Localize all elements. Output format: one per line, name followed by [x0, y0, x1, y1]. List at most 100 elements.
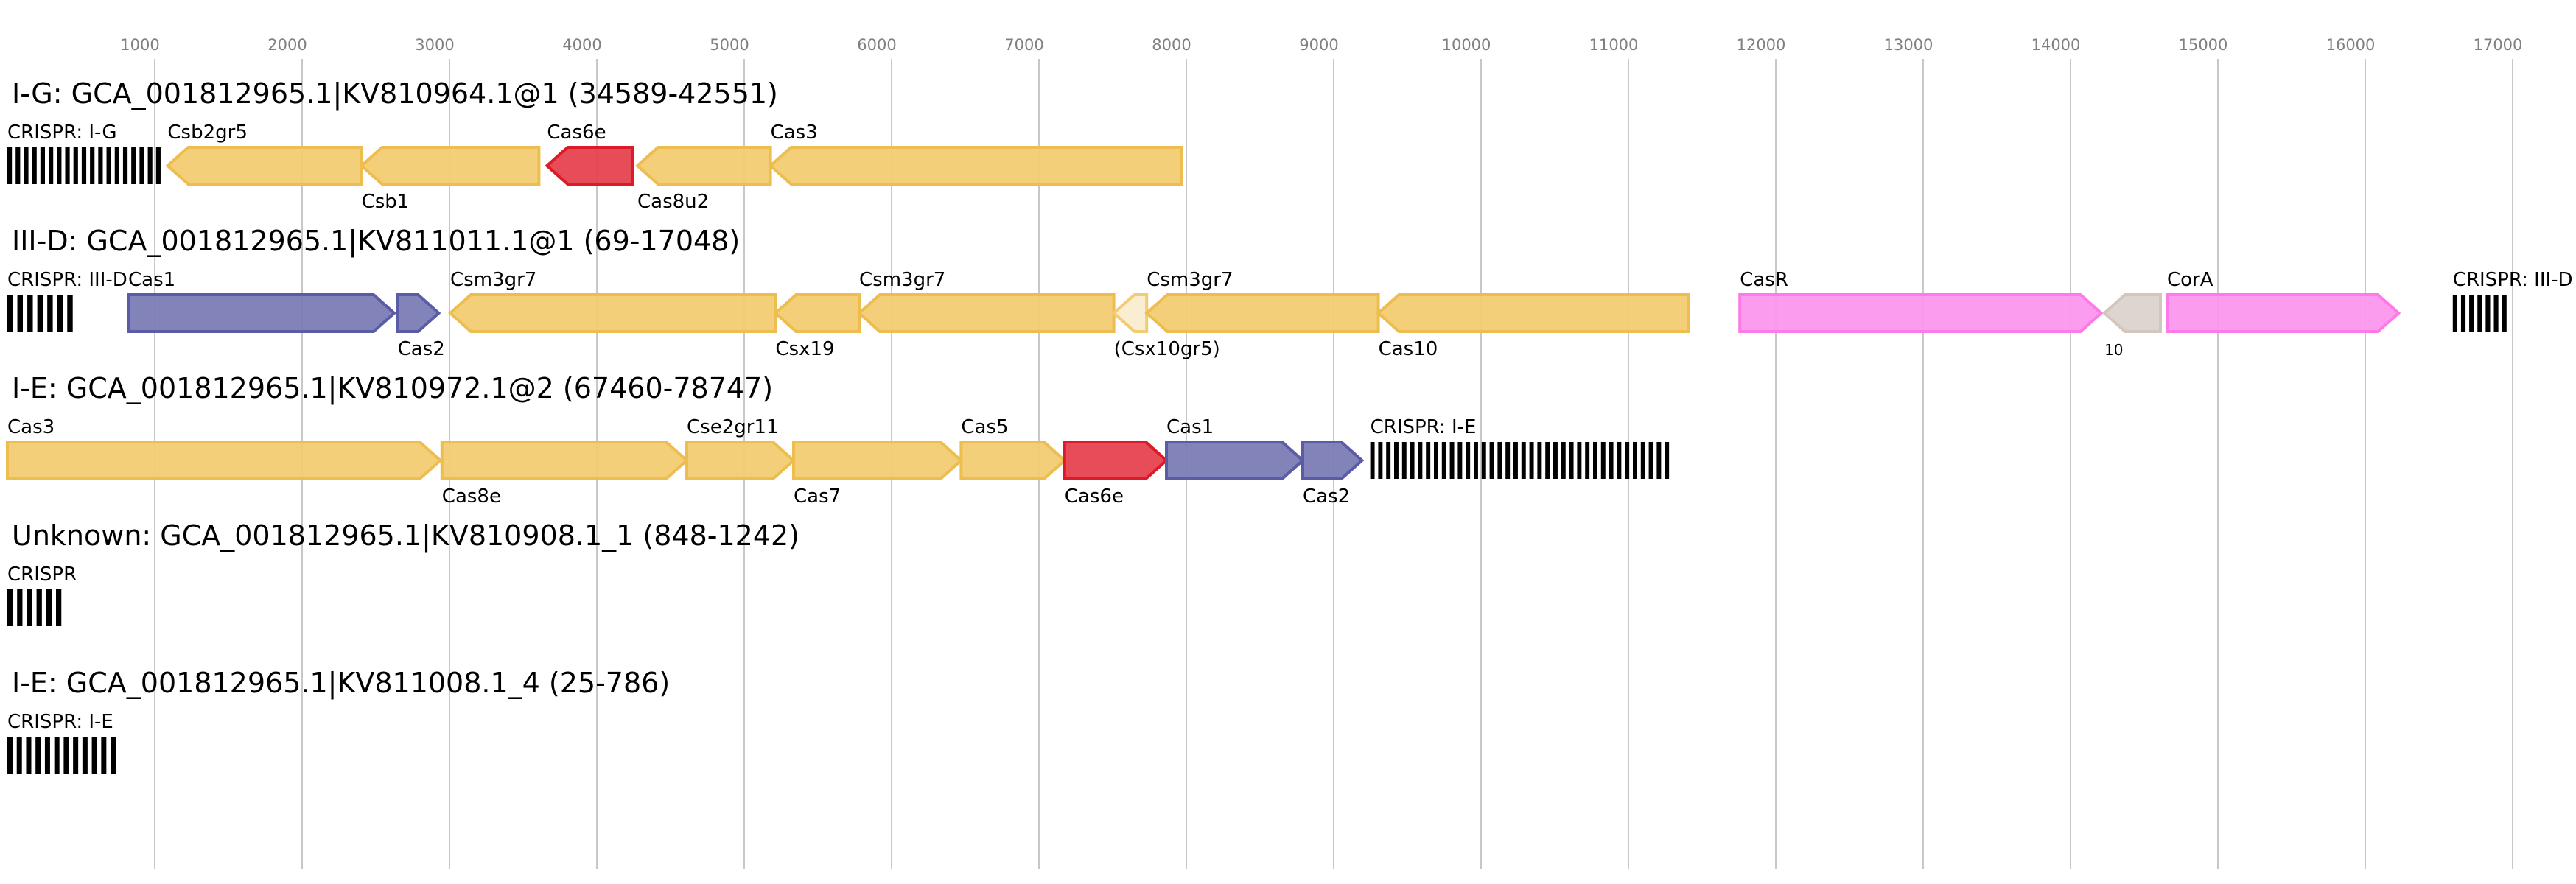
gene-arrow[interactable]: [6, 441, 443, 480]
gene-arrow[interactable]: [792, 441, 964, 480]
crispr-repeat: [32, 147, 37, 184]
crispr-repeat: [1577, 442, 1582, 479]
gene-label: Cas6e: [547, 122, 606, 144]
crispr-repeat: [40, 147, 46, 184]
axis-tick-label: 13000: [1884, 36, 1933, 54]
crispr-repeat: [2460, 295, 2466, 332]
axis-tick-label: 3000: [415, 36, 454, 54]
crispr-repeat: [147, 147, 153, 184]
crispr-repeat: [1378, 442, 1383, 479]
gene-label: CRISPR: [7, 564, 77, 586]
crispr-repeat: [1521, 442, 1526, 479]
axis-tick-label: 17000: [2474, 36, 2523, 54]
crispr-repeat: [1545, 442, 1550, 479]
axis-tick-label: 4000: [562, 36, 601, 54]
gene-arrow[interactable]: [165, 146, 363, 186]
gene-arrow[interactable]: [768, 146, 1183, 186]
crispr-repeat: [7, 295, 13, 332]
crispr-repeat: [73, 737, 79, 774]
crispr-repeat: [81, 147, 87, 184]
gene-arrow[interactable]: [545, 146, 634, 186]
gene-arrow[interactable]: [447, 293, 777, 333]
gene-label: CRISPR: I-E: [7, 711, 113, 733]
gene-label: Cas6e: [1065, 485, 1124, 508]
crispr-repeat: [7, 589, 13, 626]
crispr-repeat: [1497, 442, 1502, 479]
crispr-repeat: [1386, 442, 1391, 479]
gene-arrow[interactable]: [685, 441, 797, 480]
crispr-repeat: [122, 147, 128, 184]
gene-arrow[interactable]: [440, 441, 690, 480]
gene-arrow[interactable]: [773, 293, 861, 333]
crispr-repeat: [1426, 442, 1431, 479]
locus-row: I-G: GCA_001812965.1|KV810964.1@1 (34589…: [7, 77, 1183, 213]
gene-label: Cas1: [1166, 416, 1214, 438]
axis-tick-label: 12000: [1737, 36, 1786, 54]
locus-row: I-E: GCA_001812965.1|KV810972.1@2 (67460…: [6, 372, 1670, 508]
gene-arrow[interactable]: [1738, 293, 2104, 333]
gene-arrow[interactable]: [856, 293, 1116, 333]
crispr-repeat: [1401, 442, 1407, 479]
gene-arrow[interactable]: [1165, 441, 1306, 480]
crispr-repeat: [2477, 295, 2482, 332]
crispr-repeat: [1466, 442, 1471, 479]
crispr-repeat: [27, 589, 32, 626]
crispr-repeat: [46, 589, 52, 626]
gene-arrow[interactable]: [959, 441, 1067, 480]
gene-arrow[interactable]: [359, 146, 541, 186]
gene-arrow[interactable]: [396, 293, 441, 333]
loci: I-G: GCA_001812965.1|KV810964.1@1 (34589…: [6, 77, 2573, 774]
axis-tick-label: 10000: [1442, 36, 1491, 54]
crispr-repeat: [27, 295, 33, 332]
gene-arrow[interactable]: [1063, 441, 1169, 480]
gene-label: Cas3: [771, 122, 818, 144]
crispr-repeat: [2502, 295, 2507, 332]
gene-label: CorA: [2167, 269, 2213, 291]
gene-arrow[interactable]: [127, 293, 397, 333]
locus-title: Unknown: GCA_001812965.1|KV810908.1_1 (8…: [12, 519, 799, 552]
crispr-repeat: [37, 295, 43, 332]
axis-tick-label: 14000: [2031, 36, 2081, 54]
crispr-repeat: [1394, 442, 1399, 479]
crispr-repeat: [131, 147, 136, 184]
locus-title: I-E: GCA_001812965.1|KV810972.1@2 (67460…: [12, 372, 773, 405]
locus-row: Unknown: GCA_001812965.1|KV810908.1_1 (8…: [7, 519, 799, 626]
gene-label: CRISPR: I-G: [7, 122, 117, 144]
crispr-repeat: [1633, 442, 1637, 479]
crispr-repeat: [1489, 442, 1494, 479]
crispr-repeat: [98, 147, 103, 184]
crispr-repeat: [65, 147, 70, 184]
gene-label: Csm3gr7: [859, 269, 945, 291]
gene-arrow[interactable]: [1376, 293, 1690, 333]
crispr-repeat: [17, 589, 23, 626]
crispr-repeat: [1457, 442, 1463, 479]
crispr-repeat: [114, 147, 119, 184]
crispr-repeat: [1418, 442, 1423, 479]
crispr-repeat: [24, 147, 29, 184]
gene-label: CasR: [1740, 269, 1788, 291]
crispr-repeat: [1617, 442, 1622, 479]
gene-arrow[interactable]: [2166, 293, 2401, 333]
crispr-repeat: [1600, 442, 1606, 479]
gene-label: Cas2: [398, 338, 445, 360]
gene-label: Cas8u2: [637, 191, 709, 213]
gene-label: CRISPR: I-E: [1371, 416, 1477, 438]
crispr-repeat: [35, 737, 41, 774]
gene-label: Csm3gr7: [1147, 269, 1233, 291]
crispr-repeat: [67, 295, 73, 332]
crispr-repeat: [47, 295, 53, 332]
gene-arrow[interactable]: [1301, 441, 1365, 480]
axis-tick-label: 5000: [710, 36, 749, 54]
gene-arrow[interactable]: [1144, 293, 1380, 333]
gene-arrow[interactable]: [2101, 293, 2162, 333]
gene-label: Cas10: [1379, 338, 1438, 360]
crispr-repeat: [1481, 442, 1486, 479]
crispr-repeat: [1656, 442, 1662, 479]
crispr-repeat: [1625, 442, 1630, 479]
gene-label: CRISPR: III-D: [7, 269, 127, 291]
axis-tick-label: 11000: [1589, 36, 1639, 54]
gene-arrow[interactable]: [1111, 293, 1149, 333]
gene-arrow[interactable]: [634, 146, 772, 186]
crispr-repeat: [1593, 442, 1597, 479]
crispr-repeat: [2493, 295, 2499, 332]
